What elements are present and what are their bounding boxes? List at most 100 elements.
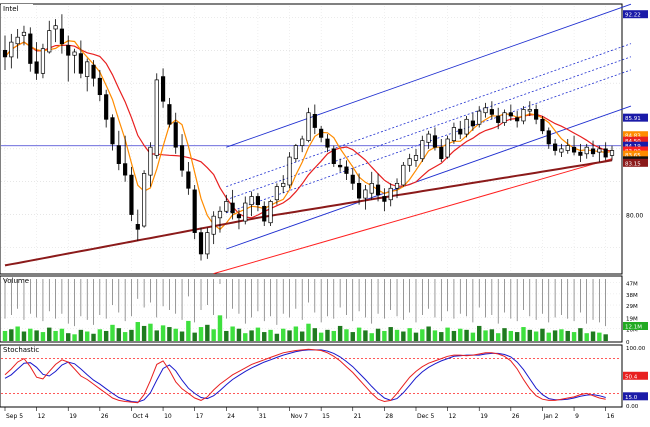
price-tag-label: 85.91 bbox=[625, 116, 641, 122]
volume-bar-down bbox=[249, 330, 254, 341]
candle-up bbox=[584, 146, 589, 155]
volume-bar-up bbox=[407, 328, 412, 341]
volume-panel-frame bbox=[0, 275, 623, 343]
candle-up bbox=[420, 140, 425, 160]
candle-down bbox=[496, 115, 501, 123]
date-tick-label: 9 bbox=[575, 413, 579, 420]
candle-up bbox=[527, 109, 532, 112]
date-tick-label: 26 bbox=[512, 413, 520, 420]
volume-bar-up bbox=[173, 328, 178, 341]
volume-bar-down bbox=[477, 325, 482, 341]
candle-down bbox=[571, 146, 577, 153]
date-tick-label: Sep 5 bbox=[6, 413, 23, 420]
price-axis: 80.0092.2285.9184.8384.5084.1983.9083.65… bbox=[623, 10, 648, 220]
candle-down bbox=[331, 148, 336, 164]
candle-down bbox=[508, 112, 513, 117]
candle-down bbox=[97, 77, 102, 96]
volume-tick-label: 47M bbox=[626, 282, 638, 288]
volume-bar-up bbox=[59, 328, 65, 341]
stochastic-tick-label: 0.00 bbox=[626, 404, 639, 410]
candle-down bbox=[186, 171, 191, 189]
volume-bar-down bbox=[129, 329, 134, 341]
price-tag bbox=[623, 113, 648, 122]
volume-bar-down bbox=[21, 331, 27, 341]
volume-tag-label: 12.1M bbox=[625, 324, 642, 330]
volume-bar-up bbox=[470, 332, 476, 341]
volume-bar-down bbox=[325, 329, 330, 341]
candle-down bbox=[173, 122, 178, 148]
price-tag bbox=[623, 150, 648, 159]
volume-bar-up bbox=[186, 320, 191, 341]
volume-bar-down bbox=[401, 331, 406, 341]
candle-up bbox=[211, 215, 216, 235]
candle-up bbox=[268, 201, 273, 224]
candle-down bbox=[578, 151, 583, 156]
stochastic-tag-label: 50.4 bbox=[625, 374, 638, 380]
volume-bar-up bbox=[230, 326, 235, 341]
candle-up bbox=[85, 61, 90, 77]
candle-down bbox=[375, 184, 381, 196]
volume-bar-up bbox=[382, 330, 387, 341]
volume-bar-down bbox=[91, 333, 96, 341]
volume-bar-up bbox=[53, 330, 58, 341]
candle-up bbox=[243, 202, 248, 222]
volume-bar-down bbox=[312, 328, 318, 341]
stochastic-panel-frame bbox=[0, 344, 623, 408]
candle-up bbox=[9, 41, 14, 58]
volume-bar-up bbox=[84, 331, 90, 341]
candle-up bbox=[148, 146, 153, 176]
volume-bar-up bbox=[122, 332, 128, 341]
volume-bar-down bbox=[363, 330, 368, 341]
candle-down bbox=[344, 166, 349, 174]
date-tick-label: 26 bbox=[101, 413, 109, 420]
candle-down bbox=[590, 148, 596, 155]
volume-tick-label: 38M bbox=[626, 293, 638, 299]
volume-panel: Volume 47M 38M 29M 19M 10M 0 12.1M bbox=[0, 275, 648, 346]
candle-down bbox=[382, 196, 387, 202]
volume-bar-up bbox=[533, 331, 539, 341]
volume-bar-down bbox=[224, 330, 229, 341]
candle-up bbox=[205, 232, 210, 255]
volume-bar-down bbox=[167, 327, 172, 341]
support-trendline bbox=[213, 158, 613, 275]
channel-line bbox=[226, 105, 632, 250]
candle-up bbox=[281, 182, 286, 187]
volume-tick-label: 10M bbox=[626, 328, 638, 334]
candle-down bbox=[123, 163, 128, 176]
date-tick-label: 12 bbox=[449, 413, 457, 420]
candle-up bbox=[293, 145, 298, 160]
volume-bar-up bbox=[356, 327, 362, 341]
stochastic-tag-label: 15.0 bbox=[625, 395, 638, 401]
date-tick-label: Jan 2 bbox=[542, 413, 558, 420]
price-tag-label: 92.22 bbox=[625, 13, 641, 19]
candle-up bbox=[369, 182, 374, 194]
volume-bar-down bbox=[116, 328, 122, 341]
candle-up bbox=[72, 51, 77, 56]
candle-up bbox=[413, 155, 419, 161]
volume-bar-down bbox=[154, 330, 159, 341]
volume-bar-up bbox=[432, 330, 438, 341]
volume-bar-down bbox=[603, 334, 608, 341]
candle-down bbox=[129, 174, 134, 215]
volume-bar-up bbox=[40, 332, 46, 341]
volume-bar-down bbox=[540, 328, 545, 341]
date-tick-label: 19 bbox=[69, 413, 77, 420]
volume-bar-up bbox=[255, 327, 261, 341]
candle-up bbox=[401, 164, 406, 186]
volume-bar-up bbox=[420, 329, 425, 341]
candle-down bbox=[135, 224, 140, 230]
price-tick-label: 80.00 bbox=[626, 213, 643, 220]
volume-bar-up bbox=[445, 327, 450, 341]
price-title-box bbox=[1, 4, 33, 13]
candle-down bbox=[28, 33, 33, 64]
date-tick-label: Nov 7 bbox=[291, 413, 309, 420]
volume-bar-up bbox=[135, 322, 140, 341]
volume-bar-down bbox=[299, 331, 305, 341]
volume-bar-up bbox=[344, 329, 349, 341]
candle-up bbox=[217, 210, 223, 219]
volume-bar-up bbox=[198, 327, 204, 341]
volume-bar-up bbox=[584, 333, 589, 341]
candle-down bbox=[34, 61, 39, 74]
volume-bar-down bbox=[527, 329, 533, 341]
date-tick-label: 15 bbox=[322, 413, 330, 420]
